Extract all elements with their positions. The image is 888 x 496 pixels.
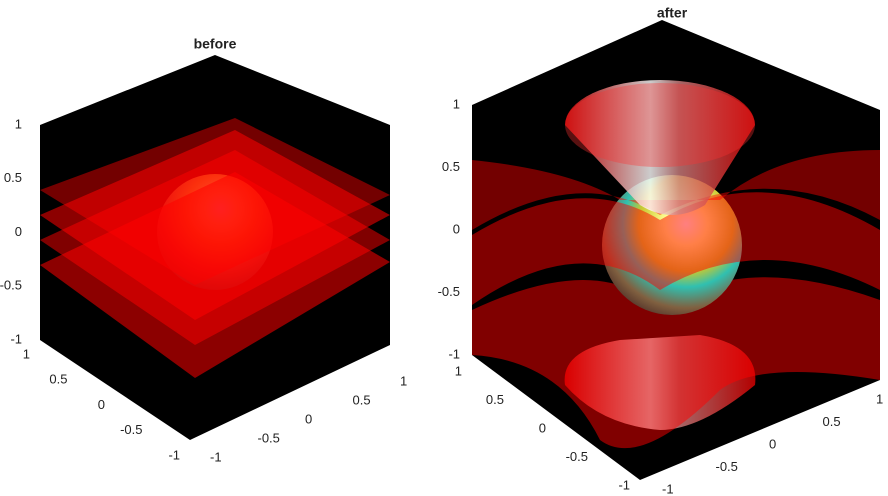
tick-label: -0.5 bbox=[438, 284, 460, 299]
tick-label: 1 bbox=[23, 346, 30, 361]
tick-label: 1 bbox=[400, 373, 407, 388]
tick-label: 1 bbox=[453, 96, 460, 111]
cone-rim bbox=[565, 83, 755, 167]
plot-before: before bbox=[40, 36, 390, 440]
tick-label: -0.5 bbox=[120, 422, 142, 437]
tick-label: -1 bbox=[168, 447, 180, 462]
tick-label: -0.5 bbox=[258, 430, 280, 445]
tick-label: -1 bbox=[10, 331, 22, 346]
tick-label: -0.5 bbox=[566, 449, 588, 464]
plot-after: after bbox=[472, 5, 880, 480]
tick-label: 1 bbox=[15, 116, 22, 131]
upper-cone bbox=[565, 80, 755, 215]
tick-label: -1 bbox=[448, 346, 460, 361]
tick-label: 0.5 bbox=[442, 159, 460, 174]
tick-label: 1 bbox=[876, 391, 883, 406]
tick-label: -0.5 bbox=[716, 459, 738, 474]
tick-label: -1 bbox=[662, 481, 674, 496]
tick-label: 0.5 bbox=[486, 392, 504, 407]
tick-label: 0.5 bbox=[4, 170, 22, 185]
tick-label: 0.5 bbox=[353, 392, 371, 407]
tick-label: -1 bbox=[618, 477, 630, 492]
plane bbox=[40, 172, 390, 378]
tick-label: 1 bbox=[455, 363, 462, 378]
plot-title: after bbox=[657, 5, 688, 21]
tick-label: 0 bbox=[539, 420, 546, 435]
tick-label: -0.5 bbox=[0, 278, 22, 293]
tick-label: 0 bbox=[453, 221, 460, 236]
surface bbox=[472, 150, 880, 230]
tick-label: 0.5 bbox=[49, 372, 67, 387]
tick-label: 0 bbox=[769, 436, 776, 451]
surface bbox=[472, 192, 880, 305]
tick-label: -1 bbox=[210, 449, 222, 464]
plot-title: before bbox=[194, 36, 237, 52]
tick-label: 0 bbox=[15, 224, 22, 239]
surface bbox=[472, 277, 880, 449]
tick-label: 0 bbox=[305, 411, 312, 426]
tick-label: 0.5 bbox=[823, 414, 841, 429]
tick-label: 0 bbox=[98, 397, 105, 412]
